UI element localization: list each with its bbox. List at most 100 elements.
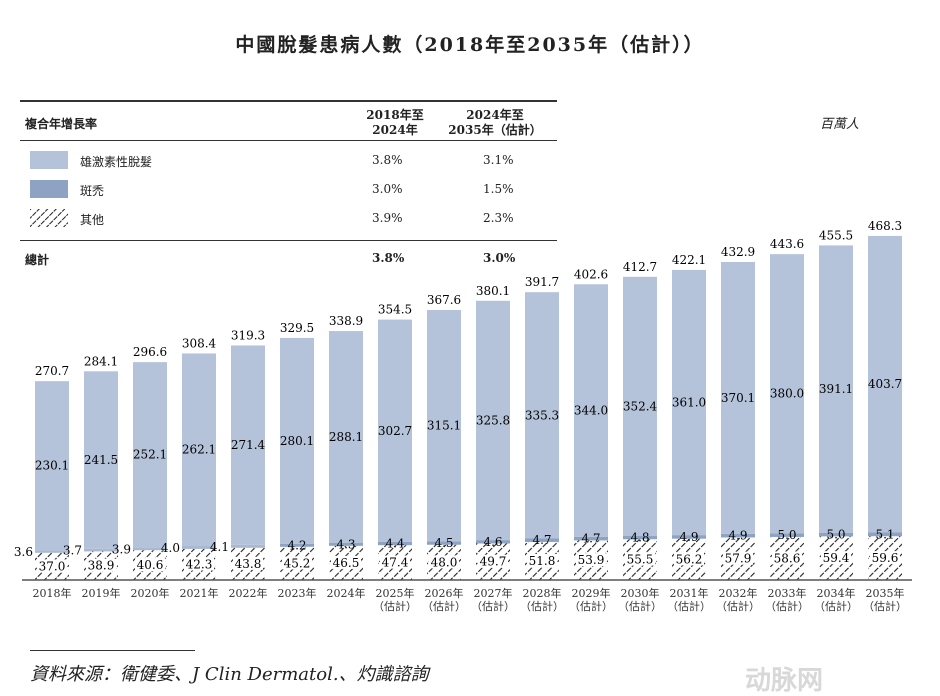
other-label: 51.8 bbox=[529, 554, 556, 568]
areata-label: 5.0 bbox=[777, 528, 796, 542]
areata-label: 4.3 bbox=[336, 537, 355, 551]
areata-label: 4.5 bbox=[434, 536, 453, 550]
x-tick-label: （估計） bbox=[863, 599, 907, 613]
x-tick-label: 2034年 bbox=[817, 586, 856, 600]
other-label-bg bbox=[576, 553, 606, 567]
bar-areata bbox=[721, 533, 755, 538]
other-label: 38.9 bbox=[88, 559, 115, 573]
bar-androgenetic bbox=[672, 269, 706, 536]
other-label-bg bbox=[674, 552, 704, 566]
x-tick-label: （估計） bbox=[373, 599, 417, 613]
other-label-bg bbox=[821, 551, 851, 565]
other-label-bg bbox=[429, 555, 459, 569]
bar-areata bbox=[84, 548, 118, 552]
x-tick-label: （估計） bbox=[618, 599, 662, 613]
other-label: 59.4 bbox=[823, 551, 850, 565]
x-tick-label: （估計） bbox=[569, 599, 613, 613]
other-label-bg bbox=[86, 558, 116, 572]
bar-androgenetic bbox=[329, 331, 363, 543]
areata-label: 5.1 bbox=[875, 527, 894, 541]
x-tick-label: 2033年 bbox=[768, 586, 807, 600]
other-label: 49.7 bbox=[480, 555, 507, 569]
other-label-bg bbox=[135, 558, 165, 572]
areata-label: 4.9 bbox=[728, 529, 747, 543]
other-label-bg bbox=[625, 552, 655, 566]
areata-label: 4.8 bbox=[630, 530, 649, 544]
bar-androgenetic bbox=[525, 292, 559, 539]
other-label-bg bbox=[331, 555, 361, 569]
bar-areata bbox=[770, 533, 804, 537]
x-tick-label: （估計） bbox=[765, 599, 809, 613]
other-label: 46.5 bbox=[333, 556, 360, 570]
bar-androgenetic bbox=[721, 262, 755, 534]
col2-header-line2: 2035年（估計） bbox=[448, 123, 542, 137]
bar-areata bbox=[133, 547, 167, 551]
table-header-rule bbox=[20, 140, 557, 141]
cagr-androgenetic-c2: 3.1% bbox=[483, 153, 514, 167]
x-tick-label: 2021年 bbox=[180, 586, 219, 600]
cagr-header: 複合年增長率 bbox=[25, 117, 98, 131]
other-label-bg bbox=[772, 551, 802, 565]
x-tick-label: 2029年 bbox=[572, 586, 611, 600]
other-label-bg bbox=[723, 551, 753, 565]
total-label: 296.6 bbox=[133, 345, 167, 359]
x-tick-label: （估計） bbox=[520, 599, 564, 613]
bar-areata bbox=[35, 550, 69, 553]
bar-androgenetic bbox=[84, 371, 118, 549]
x-tick-label: （估計） bbox=[814, 599, 858, 613]
cagr-other-c2: 2.3% bbox=[483, 211, 514, 225]
androgenetic-label: 344.0 bbox=[574, 404, 608, 418]
other-label: 40.6 bbox=[137, 558, 164, 572]
other-label: 45.2 bbox=[284, 556, 311, 570]
other-label-bg bbox=[37, 559, 67, 573]
bar-androgenetic bbox=[819, 245, 853, 533]
bar-androgenetic bbox=[35, 381, 69, 551]
areata-label: 4.4 bbox=[385, 537, 404, 551]
stacked-bar-chart: 270.7 230.1 3.6 37.0 2018年 284.1 241.5 3.7 38.9 2… bbox=[14, 219, 912, 613]
other-label: 53.9 bbox=[578, 553, 605, 567]
total-label: 422.1 bbox=[672, 253, 706, 267]
androgenetic-label: 280.1 bbox=[280, 434, 314, 448]
areata-label: 3.7 bbox=[63, 544, 82, 558]
androgenetic-label: 380.0 bbox=[770, 387, 804, 401]
bar-areata bbox=[868, 532, 902, 537]
col2-header: 2024年至 2035年（估計） bbox=[440, 108, 550, 138]
androgenetic-label: 315.1 bbox=[427, 419, 461, 433]
total-label: 367.6 bbox=[427, 293, 461, 307]
bar-androgenetic bbox=[868, 235, 902, 533]
x-tick-label: 2018年 bbox=[33, 586, 72, 600]
androgenetic-label: 262.1 bbox=[182, 443, 216, 457]
bar-androgenetic bbox=[770, 254, 804, 534]
source-note: 資料來源：衛健委、J Clin Dermatol.、灼識諮詢 bbox=[30, 664, 429, 685]
chart-title: 中國脫髮患病人數（2018年至2035年（估計）） bbox=[235, 34, 705, 56]
other-label-bg bbox=[233, 556, 263, 570]
androgenetic-label: 361.0 bbox=[672, 396, 706, 410]
bar-areata bbox=[280, 543, 314, 547]
table-top-rule bbox=[20, 100, 557, 102]
total-label: 443.6 bbox=[770, 237, 804, 251]
cagr-areata-c1: 3.0% bbox=[372, 182, 403, 196]
androgenetic-label: 271.4 bbox=[231, 438, 266, 452]
androgenetic-label: 352.4 bbox=[623, 399, 658, 413]
cagr-other-c1: 3.9% bbox=[372, 211, 403, 225]
bar-areata bbox=[329, 542, 363, 546]
x-tick-label: （估計） bbox=[422, 599, 466, 613]
areata-label: 4.7 bbox=[581, 532, 600, 546]
x-tick-label: （估計） bbox=[471, 599, 515, 613]
bar-androgenetic bbox=[182, 353, 216, 546]
total-label: 391.7 bbox=[525, 275, 559, 289]
x-tick-label: （估計） bbox=[716, 599, 760, 613]
x-tick-label: 2030年 bbox=[621, 586, 660, 600]
legend-swatch-other bbox=[30, 209, 68, 227]
x-tick-label: 2026年 bbox=[425, 586, 464, 600]
other-label: 56.2 bbox=[676, 552, 703, 566]
other-label-bg bbox=[527, 553, 557, 567]
legend-swatch-androgenetic bbox=[30, 151, 68, 169]
bar-areata bbox=[182, 545, 216, 549]
total-label: 329.5 bbox=[280, 321, 314, 335]
cagr-total-c2: 3.0% bbox=[483, 251, 516, 265]
bar-androgenetic bbox=[427, 309, 461, 542]
total-label: 總計 bbox=[25, 253, 50, 267]
bar-areata bbox=[427, 541, 461, 545]
other-label-bg bbox=[870, 551, 900, 565]
